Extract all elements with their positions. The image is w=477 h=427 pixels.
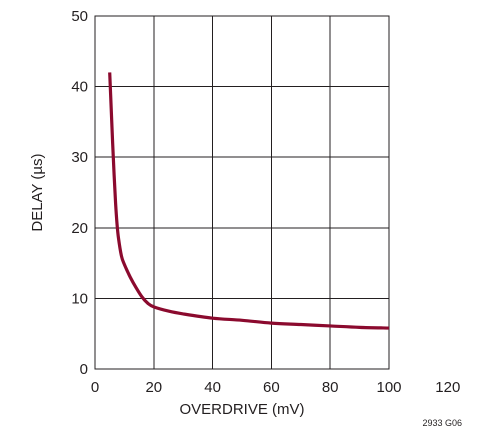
y-tick-label-40: 40 [71,79,88,96]
x-tick-label-0: 0 [91,379,99,396]
plot-frame [94,15,390,370]
x-axis-title: OVERDRIVE (mV) [179,401,304,418]
y-axis-title: DELAY (µs) [29,153,46,231]
y-tick-label-10: 10 [71,290,88,307]
figure-id: 2933 G06 [422,418,462,427]
series-layer [108,72,390,330]
x-tick-label-60: 60 [263,379,280,396]
y-tick-label-50: 50 [71,8,88,25]
tick-labels: 0 20 40 60 80 100 120 0 10 20 30 40 50 [71,8,460,396]
y-tick-label-20: 20 [71,220,88,237]
grid [95,16,389,369]
x-tick-label-40: 40 [204,379,221,396]
x-tick-label-80: 80 [322,379,339,396]
y-tick-label-0: 0 [80,361,88,378]
x-tick-label-120: 120 [435,379,460,396]
series-line-0 [108,72,390,330]
x-tick-label-20: 20 [145,379,162,396]
x-tick-label-100: 100 [376,379,401,396]
y-tick-label-30: 30 [71,149,88,166]
